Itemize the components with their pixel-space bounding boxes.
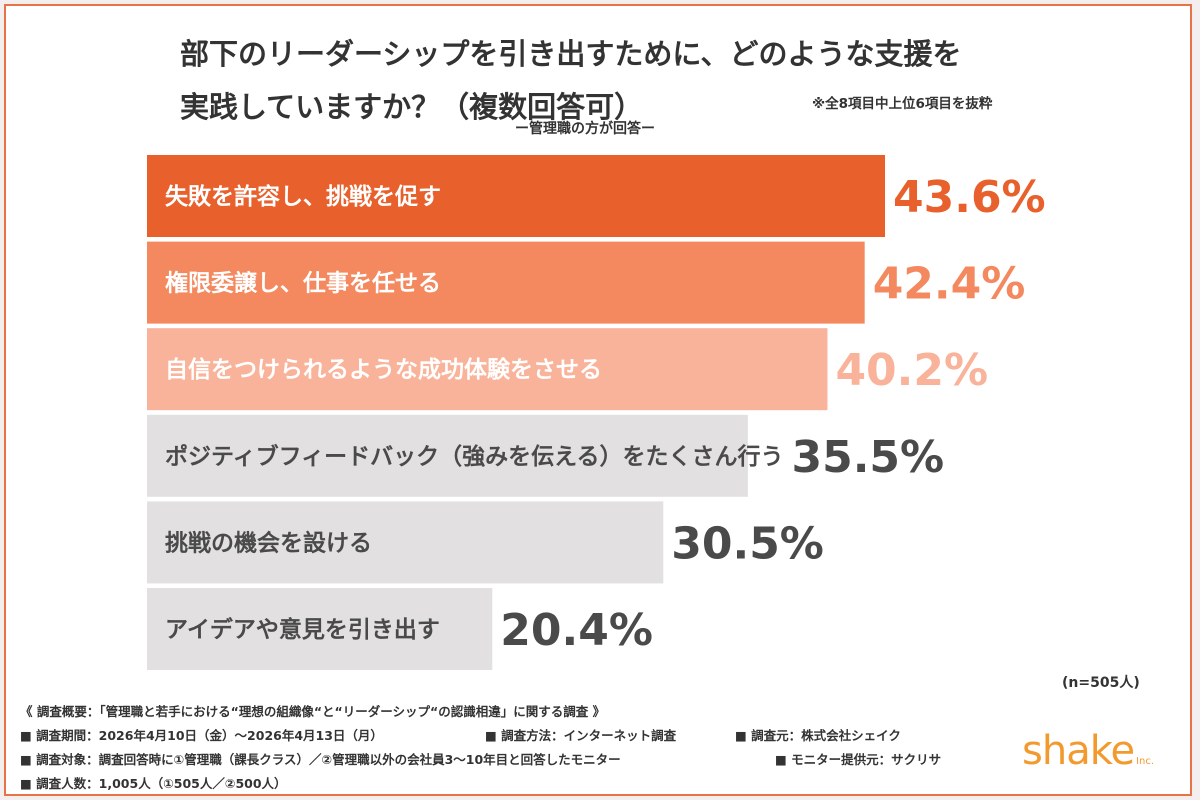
chart-title: 部下のリーダーシップを引き出すために、どのような支援を 実践していますか？（複数… (180, 28, 1080, 134)
logo-suffix: Inc. (1136, 756, 1155, 767)
bar-2 (147, 241, 865, 324)
overview-target: ■ 調査対象：調査回答時に①管理職（課長クラス）／②管理職以外の会社員3〜10年… (20, 752, 621, 767)
selection-note: ※全8項目中上位6項目を抜粋 (812, 96, 993, 112)
sample-size: (n=505人) (1062, 675, 1140, 691)
value-label-2: 42.4% (873, 259, 1026, 310)
shake-logo: shake Inc. (1022, 728, 1154, 774)
overview-source: ■ 調査元：株式会社シェイク (735, 728, 901, 743)
bar-3 (147, 328, 828, 411)
value-label-3: 40.2% (835, 345, 988, 396)
bar-label-5: 挑戦の機会を設ける (165, 529, 372, 556)
bar-label-1: 失敗を許容し、挑戦を促す (165, 183, 441, 210)
title-line-1: 部下のリーダーシップを引き出すために、どのような支援を (180, 37, 962, 71)
bar-1 (147, 155, 885, 237)
overview-provider: ■ モニター提供元：サクリサ (775, 752, 942, 767)
overview-method: ■ 調査方法：インターネット調査 (485, 728, 677, 743)
overview-count: ■ 調査人数：1,005人（①505人／②500人） (20, 776, 287, 791)
title-line-2: 実践していますか？（複数回答可） (180, 90, 644, 124)
overview-period: ■ 調査期間：2026年4月10日（金）〜2026年4月13日（月） (20, 728, 383, 743)
value-label-6: 20.4% (500, 605, 653, 656)
bar-label-4: ポジティブフィードバック（強みを伝える）をたくさん行う (165, 443, 783, 470)
bar-label-2: 権限委譲し、仕事を任せる (165, 270, 441, 297)
value-label-1: 43.6% (893, 172, 1046, 223)
bar-5 (147, 501, 664, 584)
logo-wordmark: shake (1022, 728, 1135, 774)
bar-label-6: アイデアや意見を引き出す (165, 616, 440, 643)
survey-overview: 《 調査概要：「管理職と若手における“理想の組織像“と“リーダーシップ“の認識相… (20, 700, 1000, 796)
bar-label-3: 自信をつけられるような成功体験をさせる (165, 356, 602, 383)
overview-heading: 《 調査概要：「管理職と若手における“理想の組織像“と“リーダーシップ“の認識相… (20, 704, 606, 719)
bar-4 (147, 414, 748, 497)
value-label-5: 30.5% (671, 518, 824, 569)
value-label-4: 35.5% (791, 432, 944, 483)
respondent-subtitle: ー管理職の方が回答ー (515, 121, 655, 137)
bar-6 (147, 588, 493, 670)
